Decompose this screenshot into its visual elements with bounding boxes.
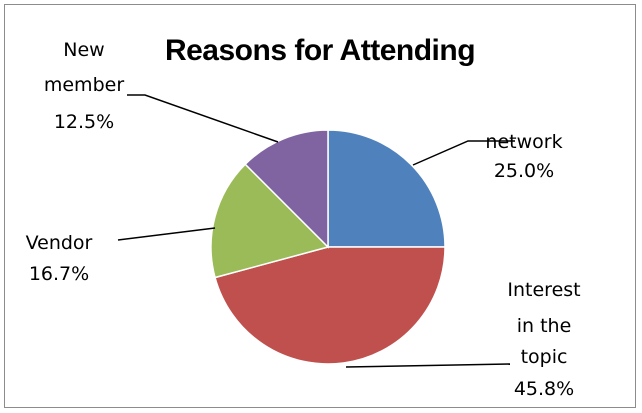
data-label-category: Interest — [507, 279, 580, 301]
data-label-category: topic — [521, 346, 568, 368]
leader-line-interest-in-the-topic — [345, 363, 511, 368]
pie-slice-vendor — [210, 163, 330, 279]
data-label-new-member: New member 12.5% — [44, 39, 124, 133]
data-label-category: New — [63, 39, 104, 61]
chart-title: Reasons for Attending — [164, 34, 476, 67]
data-label-percent: 45.8% — [514, 378, 574, 400]
leader-line-vendor — [117, 227, 216, 241]
leader-line-new-member — [127, 94, 279, 143]
data-label-interest-in-the-topic: Interest in the topic 45.8% — [507, 279, 580, 400]
data-label-percent: 12.5% — [54, 111, 114, 133]
data-label-category: member — [44, 74, 124, 96]
data-label-percent: 25.0% — [494, 160, 554, 182]
pie-slice-new-member — [244, 129, 329, 249]
leader-line-network — [412, 140, 515, 166]
data-label-vendor: Vendor 16.7% — [26, 232, 93, 285]
data-label-category: in the — [517, 315, 572, 337]
pie-slice-interest-in-the-topic — [214, 246, 446, 365]
data-label-category: Vendor — [26, 232, 93, 254]
data-label-percent: 16.7% — [29, 263, 89, 285]
data-label-network: network 25.0% — [485, 131, 562, 182]
pie-slice-network — [327, 129, 446, 248]
data-label-category: network — [485, 131, 562, 153]
